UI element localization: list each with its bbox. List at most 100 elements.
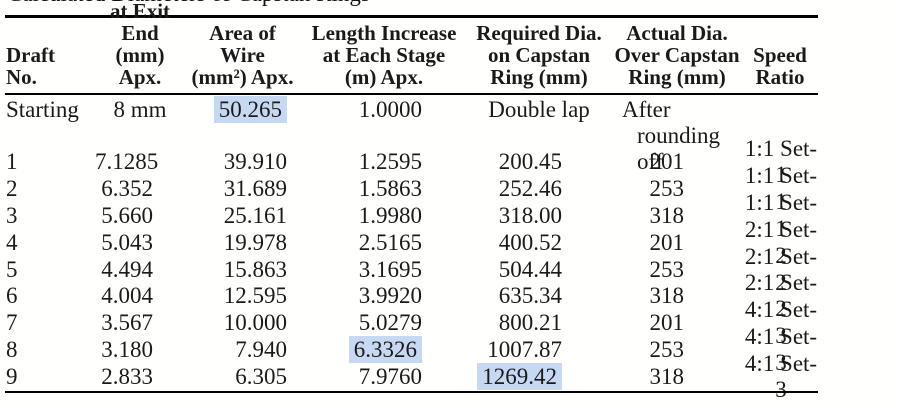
cell-actual-dia: 318 [610, 283, 744, 309]
cell-dia-of-wire: 4.004 [95, 283, 185, 309]
cell-value: 5.043 [101, 229, 153, 255]
cell-value: 5.660 [101, 202, 153, 228]
cell-dia-of-wire: 5.660 [95, 203, 185, 229]
column-header-speed-ratio: Speed Ratio [744, 44, 818, 93]
cell-value: 3.567 [101, 310, 153, 336]
cell-value: 800.21 [498, 310, 562, 336]
cell-draft-no: 9 [6, 364, 95, 390]
cell-actual-dia: 201 [610, 149, 744, 175]
cell-length-increase: 1.9980 [300, 203, 468, 229]
highlighted-value: 1269.42 [477, 362, 562, 390]
cell-value: 19.978 [223, 229, 287, 255]
cell-speed-ratio: 4:1 Set-3 [744, 297, 818, 349]
cell-value: 1:1 Set-1 [744, 163, 818, 215]
cell-value: 7.9760 [358, 363, 422, 389]
cell-required-dia: 400.52 [468, 230, 610, 256]
cell-value: 3.1695 [358, 256, 422, 282]
cell-value: 2 [6, 176, 18, 202]
cell-value: 5.0279 [358, 310, 422, 336]
table-row: 4 5.043 19.978 2.5165 400.52 201 2:1 Set-2 [6, 217, 818, 268]
cell-draft-no: 8 [6, 337, 95, 363]
cell-dia-of-wire: 5.043 [95, 230, 185, 256]
cell-area-of-wire: 10.000 [185, 310, 300, 336]
cell-value: 31.689 [223, 176, 287, 202]
cell-value: 8 mm [113, 97, 167, 122]
column-header-required-dia: Required Dia. on Capstan Ring (mm) [468, 22, 610, 93]
cell-speed-ratio: 4:1 Set-3 [744, 351, 818, 403]
highlighted-value: 6.3326 [348, 335, 422, 363]
cell-value: 2.5165 [358, 229, 422, 255]
cell-value: 318.00 [498, 202, 562, 228]
table-row: 3 5.660 25.161 1.9980 318.00 318 1:1 Set-1 [6, 190, 818, 241]
cell-value: 7.940 [235, 336, 287, 362]
header-line: Ring (mm) [628, 65, 726, 89]
table-row: 8 3.180 7.940 6.3326 1007.87 253 4:1 Set-3 [6, 324, 818, 375]
table-row: 1 7.1285 39.910 1.2595 200.45 201 1:1 Set-1 [6, 136, 818, 187]
starting-row: Starting 8 mm 50.265 1.0000 Double lap A… [6, 96, 818, 175]
cell-value: 3.9920 [358, 283, 422, 309]
cell-dia-of-wire: 3.180 [95, 337, 185, 363]
cell-value: 10.000 [223, 310, 287, 336]
cell-value: 4:1 Set-3 [744, 297, 818, 349]
cell-dia-of-wire: 7.1285 [95, 149, 185, 175]
cell-value: 4.004 [101, 283, 153, 309]
cell-area-of-wire: 15.863 [185, 257, 300, 283]
cell-area-of-wire: 50.265 [185, 96, 300, 123]
header-line: Wire [220, 43, 265, 67]
cell-speed-ratio: 1:1 Set-1 [744, 163, 818, 215]
cell-length-increase: 1.0000 [300, 97, 468, 123]
cell-speed-ratio: 2:1 Set-2 [744, 244, 818, 296]
cell-value: 1:1 Set-1 [744, 190, 818, 241]
cell-length-increase: 5.0279 [300, 310, 468, 336]
cell-area-of-wire: 19.978 [185, 230, 300, 256]
cell-value: 253 [649, 256, 685, 282]
cell-value: 7.1285 [95, 149, 159, 175]
cell-actual-dia: 318 [610, 364, 744, 390]
cell-value: 201 [649, 310, 685, 336]
cell-required-dia: 504.44 [468, 257, 610, 283]
cell-value: rounding off [637, 123, 721, 174]
cell-draft-no: 7 [6, 310, 95, 336]
cell-length-increase: 1.2595 [300, 149, 468, 175]
cell-value: 635.34 [498, 283, 562, 309]
cell-value: 15.863 [223, 256, 287, 282]
cell-required-dia: 1007.87 [468, 337, 610, 363]
cell-value: 3 [6, 202, 18, 228]
cell-value: 200.45 [498, 149, 562, 175]
cell-length-increase: 6.3326 [300, 335, 468, 363]
header-line: Ratio [755, 65, 805, 89]
header-line: Draft [6, 43, 55, 67]
cell-value: 1.2595 [358, 149, 422, 175]
cell-dia-of-wire: 2.833 [95, 364, 185, 390]
cell-value: 12.595 [223, 283, 287, 309]
cell-length-increase: 2.5165 [300, 230, 468, 256]
cell-value: 4 [6, 229, 18, 255]
cell-speed-ratio: 1:1 Set-1 [744, 190, 818, 242]
header-line: No. [6, 65, 37, 89]
cell-draft-no: Starting [6, 97, 95, 123]
highlighted-value: 50.265 [213, 96, 287, 123]
column-header-area-of-wire: Area of Wire (mm²) Apx. [185, 22, 300, 93]
cell-required-dia: 1269.42 [468, 362, 610, 390]
header-line: (mm) Apx. [115, 43, 165, 89]
header-line: Actual Dia. [626, 21, 728, 45]
cell-actual-dia: 318 [610, 203, 744, 229]
cell-area-of-wire: 25.161 [185, 203, 300, 229]
header-line: at Exit End [109, 0, 171, 45]
table-caption: Calculated Diameters of Capstan Rings [7, 0, 370, 7]
cell-required-dia: 318.00 [468, 203, 610, 229]
cell-value: 2.833 [101, 363, 153, 389]
cell-length-increase: 3.1695 [300, 257, 468, 283]
cell-required-dia: 800.21 [468, 310, 610, 336]
column-header-draft-no: Draft No. [6, 44, 95, 93]
cell-actual-dia: 253 [610, 176, 744, 202]
cell-value: 6.305 [235, 363, 287, 389]
cell-draft-no: 2 [6, 176, 95, 202]
header-line: Required Dia. [476, 21, 602, 45]
cell-dia-of-wire: 8 mm [95, 97, 185, 123]
cell-required-dia: Double lap [468, 97, 610, 123]
cell-value: 5 [6, 256, 18, 282]
cell-value: 201 [649, 229, 685, 255]
cell-actual-dia: 253 [610, 337, 744, 363]
